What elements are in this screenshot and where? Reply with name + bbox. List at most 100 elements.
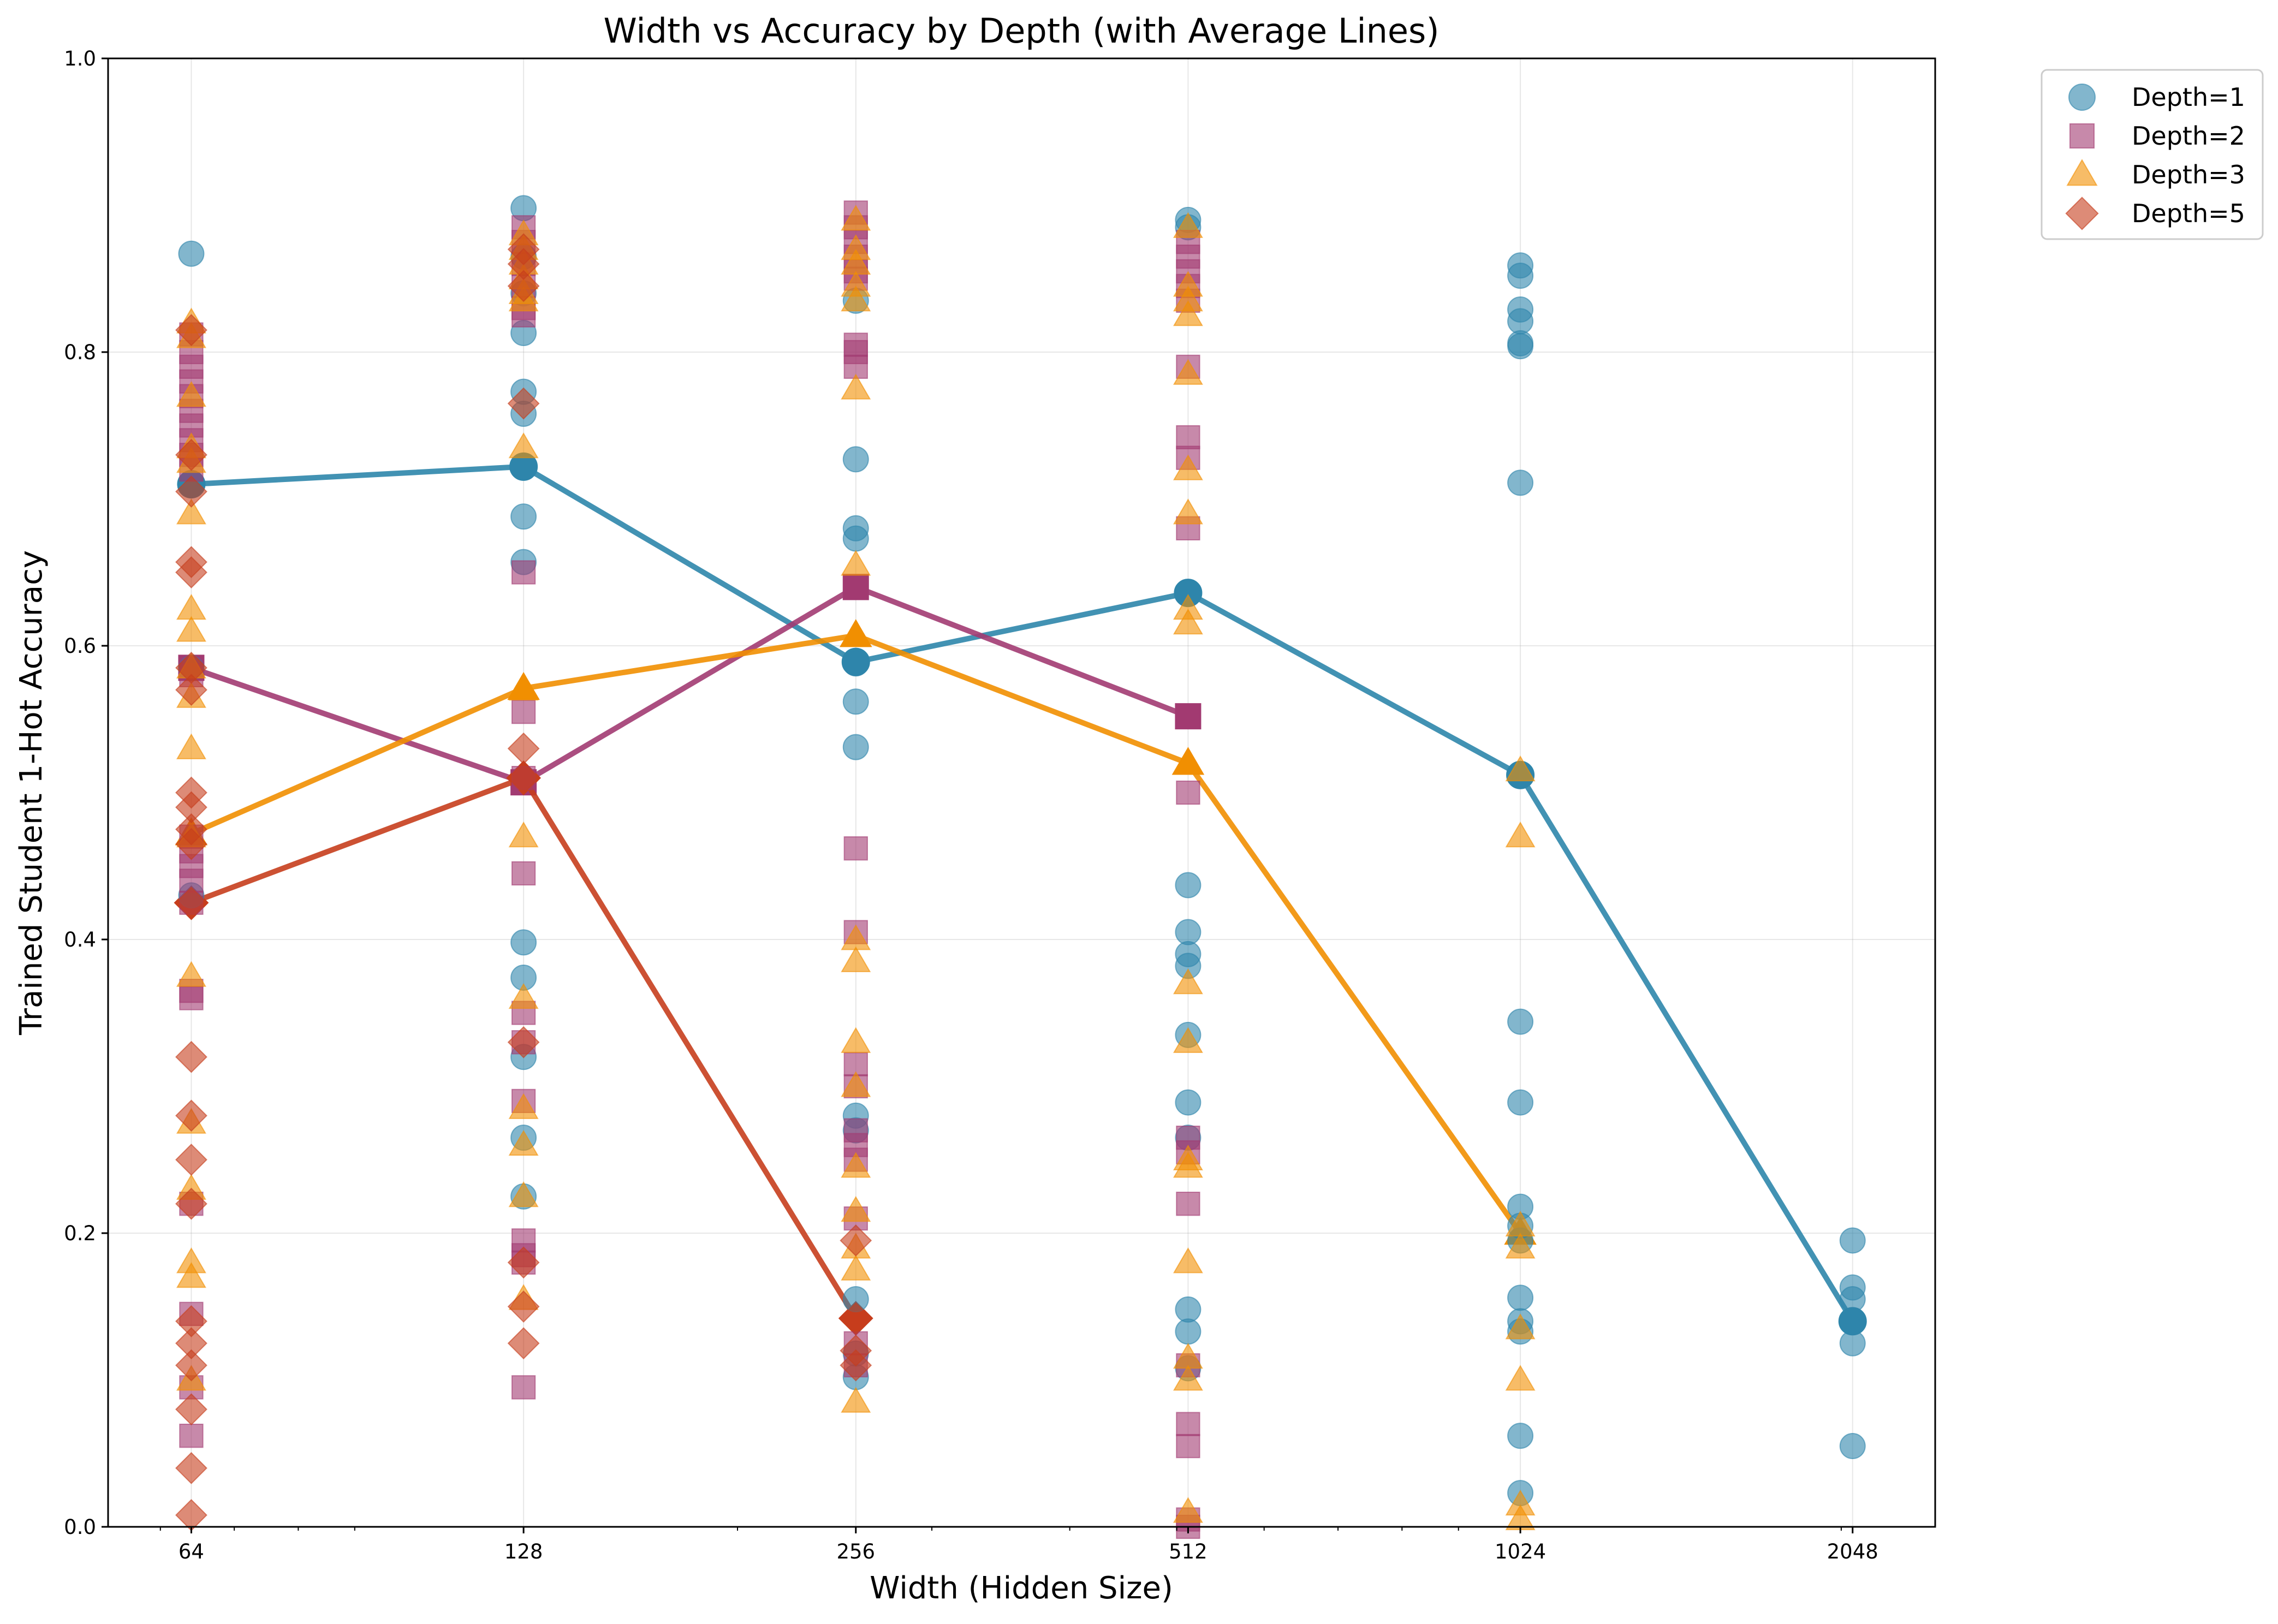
data-point	[1507, 1008, 1534, 1035]
data-point	[1176, 704, 1200, 729]
data-point	[1507, 1423, 1534, 1449]
data-point	[843, 836, 868, 861]
data-point	[176, 498, 206, 525]
series-4-points	[175, 233, 872, 1531]
legend-label: Depth=2	[2132, 121, 2245, 151]
data-point	[179, 1424, 204, 1448]
legend-item: Depth=3	[2066, 159, 2245, 189]
data-point	[508, 821, 539, 848]
y-tick-label: 1.0	[64, 47, 96, 70]
data-point	[1175, 1296, 1202, 1323]
data-point	[840, 1349, 872, 1382]
data-point	[508, 1129, 539, 1156]
y-axis-label: Trained Student 1-Hot Accuracy	[14, 550, 49, 1036]
data-point	[1839, 1286, 1866, 1313]
data-point	[176, 616, 206, 642]
data-point	[840, 1224, 872, 1257]
axis-ticks: 0.0 0.2 0.4 0.6 0.8 1.0 64 128 256 512 1024 2048	[64, 47, 1878, 1563]
data-point	[1175, 872, 1202, 899]
data-point	[1173, 1027, 1203, 1053]
data-point	[508, 432, 539, 459]
data-point	[841, 620, 871, 646]
y-tick-label: 0.2	[64, 1222, 96, 1245]
data-point	[1173, 1152, 1203, 1178]
data-point	[1507, 333, 1534, 360]
data-point	[842, 446, 869, 473]
data-point	[1175, 919, 1202, 945]
data-point	[1173, 1497, 1203, 1523]
data-point	[1173, 968, 1203, 995]
data-point	[176, 961, 206, 987]
x-tick-label: 128	[504, 1540, 543, 1563]
data-point	[175, 556, 207, 588]
data-point	[508, 1181, 539, 1207]
data-point	[1507, 308, 1534, 335]
data-point	[178, 240, 205, 267]
data-point	[510, 503, 537, 530]
data-point	[175, 1187, 207, 1220]
data-point	[1173, 454, 1203, 480]
data-point	[175, 887, 207, 919]
data-point	[1507, 1089, 1534, 1116]
data-point	[842, 734, 869, 760]
data-point	[507, 1290, 540, 1323]
data-point	[1505, 1313, 1536, 1340]
data-point	[1505, 1365, 1536, 1391]
legend-item: Depth=1	[2068, 82, 2245, 112]
data-point	[1839, 1227, 1866, 1254]
legend-item: Depth=5	[2065, 197, 2245, 230]
data-point	[511, 1375, 536, 1400]
data-point	[508, 983, 539, 1009]
chart-title: Width vs Accuracy by Depth (with Average…	[603, 11, 1439, 51]
data-point	[175, 1452, 207, 1484]
data-point	[175, 828, 207, 860]
data-point	[507, 1246, 540, 1279]
data-point	[841, 1071, 871, 1097]
x-tick-label: 64	[179, 1540, 204, 1563]
x-tick-label: 2048	[1827, 1540, 1878, 1563]
legend-label: Depth=1	[2132, 82, 2245, 112]
data-point	[1173, 748, 1203, 774]
y-tick-label: 0.8	[64, 341, 96, 364]
data-point	[1505, 1233, 1536, 1259]
data-point	[1507, 469, 1534, 496]
data-point	[1176, 1433, 1200, 1459]
data-point	[1176, 780, 1200, 805]
data-point	[175, 1349, 207, 1382]
data-point	[1173, 212, 1203, 238]
data-point	[841, 1387, 871, 1413]
data-point	[843, 575, 868, 599]
data-point	[1173, 1247, 1203, 1274]
data-point	[175, 1099, 207, 1132]
legend-label: Depth=3	[2132, 160, 2245, 189]
data-point	[1175, 1318, 1202, 1345]
x-axis-label: Width (Hidden Size)	[870, 1571, 1173, 1606]
data-point	[179, 986, 204, 1010]
data-point	[1839, 1308, 1866, 1335]
data-point	[841, 946, 871, 972]
data-point	[842, 688, 869, 715]
data-point	[507, 387, 540, 420]
data-point	[1173, 1365, 1203, 1391]
data-point	[176, 1262, 206, 1288]
data-point	[1839, 1330, 1866, 1357]
data-point	[1173, 608, 1203, 635]
y-tick-label: 0.4	[64, 928, 96, 951]
data-point	[841, 1152, 871, 1178]
data-point	[176, 380, 206, 407]
data-point	[842, 650, 869, 677]
data-point	[1173, 300, 1203, 326]
data-point	[175, 1144, 207, 1176]
data-point	[1176, 1412, 1200, 1436]
x-tick-label: 256	[836, 1540, 875, 1563]
data-point	[841, 205, 871, 231]
data-point	[508, 674, 539, 701]
data-point	[841, 373, 871, 400]
series-3-points	[176, 205, 1536, 1531]
plot-frame	[107, 57, 1936, 1528]
data-point	[1176, 425, 1200, 450]
data-point	[511, 861, 536, 886]
legend-marker	[2065, 197, 2099, 230]
